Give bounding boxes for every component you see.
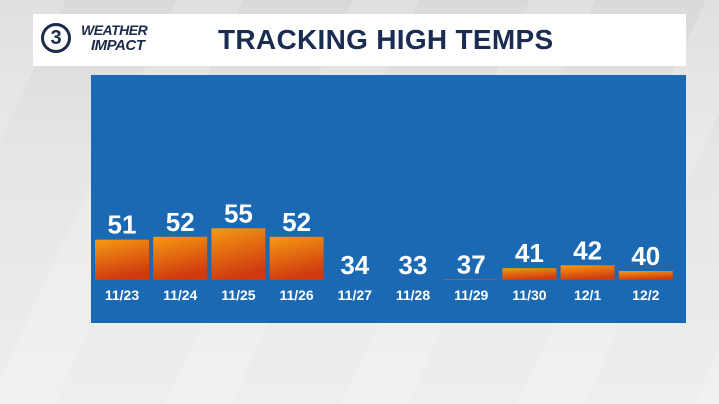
channel-3-icon: 3 [41,23,71,53]
value-label-12/2: 40 [631,241,660,271]
date-label-11/28: 11/28 [396,287,430,303]
date-label-11/25: 11/25 [221,287,255,303]
bar-12/2 [618,271,673,280]
date-label-12/1: 12/1 [574,287,601,303]
chart-panel: 51 11/23 52 11/24 55 11/25 52 11/26 34 11/27 33 11/… [91,75,686,323]
date-label-11/30: 11/30 [512,287,546,303]
bar-11/23 [95,239,149,280]
value-label-11/23: 51 [108,210,137,240]
logo-impact-text: IMPACT [91,37,145,54]
date-label-11/27: 11/27 [338,287,372,303]
bar-11/24 [153,236,208,280]
value-label-11/28: 33 [399,250,428,280]
value-label-11/27: 34 [340,250,369,280]
date-label-11/29: 11/29 [454,287,488,303]
value-label-12/1: 42 [573,235,602,265]
date-label-11/24: 11/24 [163,287,197,303]
weather-impact-logo: 3 WEATHER IMPACT [41,20,201,62]
bar-11/30 [502,268,557,280]
temperature-bar-chart: 51 11/23 52 11/24 55 11/25 52 11/26 34 11/27 33 11/… [95,198,673,303]
value-label-11/26: 52 [282,207,311,237]
date-label-12/2: 12/2 [632,287,659,303]
header-bar: 3 WEATHER IMPACT TRACKING HIGH TEMPS [33,14,686,66]
page-title: TRACKING HIGH TEMPS [218,24,554,55]
date-label-11/23: 11/23 [105,287,139,303]
bar-11/25 [211,228,266,280]
value-label-11/30: 41 [515,238,544,268]
logo-weather-text: WEATHER [81,22,148,38]
value-label-11/25: 55 [224,198,253,228]
value-label-11/24: 52 [166,207,195,237]
bar-12/1 [560,265,615,280]
value-label-11/29: 37 [457,250,486,280]
date-label-11/26: 11/26 [279,287,313,303]
bar-11/26 [269,236,324,280]
